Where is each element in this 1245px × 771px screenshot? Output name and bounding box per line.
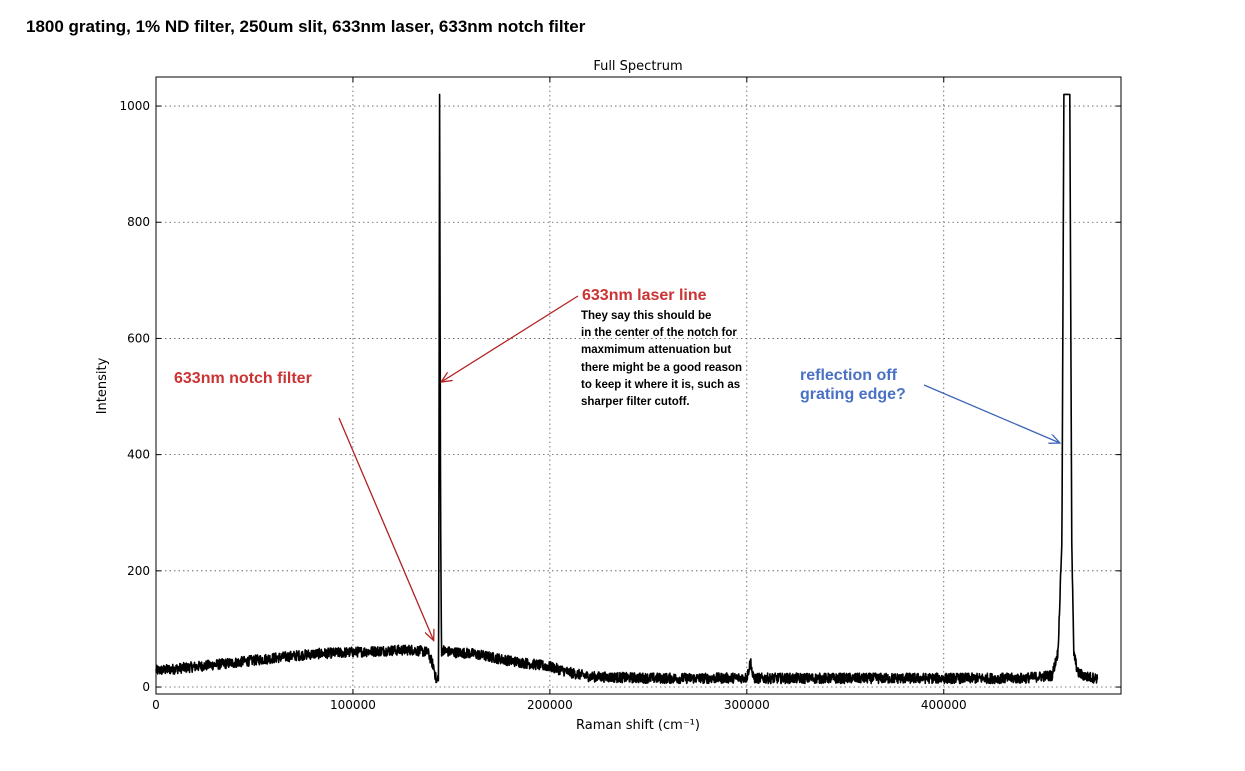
x-tick-label: 400000 <box>921 698 967 712</box>
x-axis-label: Raman shift (cm⁻¹) <box>576 718 700 733</box>
laser-line-arrow <box>441 295 579 382</box>
laser-line-annotation: 633nm laser line <box>582 287 707 304</box>
y-tick-label: 1000 <box>119 99 150 113</box>
y-tick-label: 600 <box>127 331 150 345</box>
x-tick-label: 300000 <box>724 698 770 712</box>
spectrum-line <box>155 93 1099 685</box>
notch-filter-annotation: 633nm notch filter <box>174 370 312 387</box>
y-axis-label: Intensity <box>95 357 110 414</box>
y-tick-label: 200 <box>127 564 150 578</box>
y-tick-label: 0 <box>142 680 150 694</box>
ticks: 0 100000 200000 300000 400000 0 200 400 600 800 10… <box>119 77 1121 712</box>
page-title: 1800 grating, 1% ND filter, 250um slit, … <box>26 17 586 36</box>
x-tick-label: 200000 <box>527 698 573 712</box>
notch-filter-arrow <box>338 417 434 641</box>
x-tick-label: 0 <box>152 698 160 712</box>
chart-title: Full Spectrum <box>593 59 682 74</box>
reflection-annotation: reflection off grating edge? <box>800 367 906 403</box>
y-tick-label: 400 <box>127 448 150 462</box>
series-layer <box>155 93 1099 685</box>
plot-frame <box>155 76 1122 695</box>
grid <box>155 77 1121 694</box>
x-tick-label: 100000 <box>330 698 376 712</box>
reflection-arrow <box>923 384 1060 443</box>
laser-note-annotation: They say this should be in the center of… <box>581 310 743 409</box>
y-tick-label: 800 <box>127 215 150 229</box>
annotation-arrows <box>338 295 1060 641</box>
